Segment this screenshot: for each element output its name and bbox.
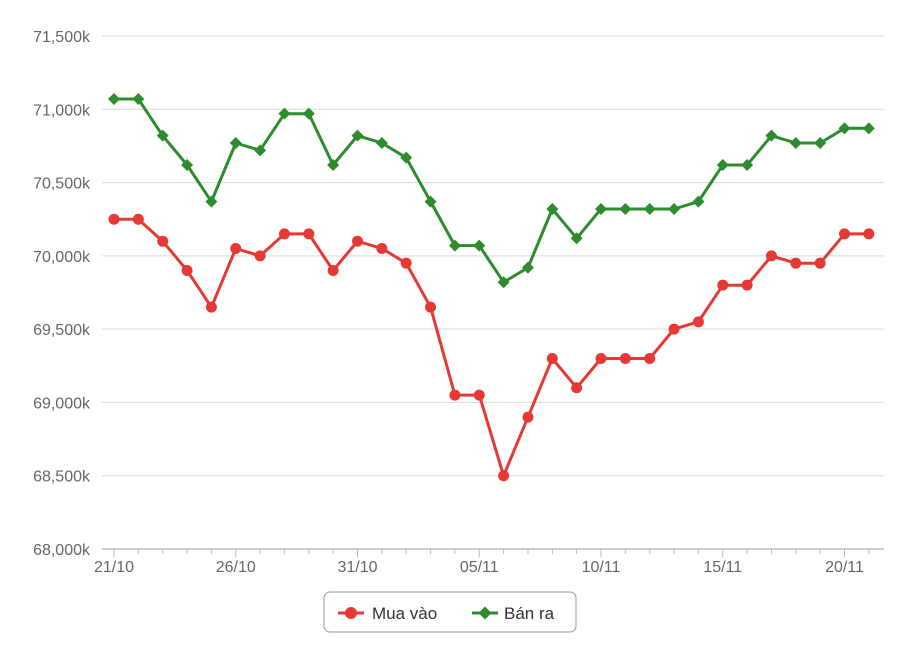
data-point	[376, 243, 388, 255]
legend-label: Mua vào	[372, 604, 437, 623]
data-point	[619, 202, 632, 215]
x-tick-label: 20/11	[825, 559, 864, 576]
data-point	[181, 265, 193, 277]
data-point	[108, 93, 120, 106]
x-tick-label: 15/11	[703, 559, 742, 576]
data-point	[741, 158, 754, 171]
data-point	[205, 195, 218, 208]
data-point	[375, 136, 388, 149]
legend: Mua vào Bán ra	[323, 591, 577, 633]
x-tick-label: 10/11	[582, 559, 621, 576]
y-axis-ticks: 68,000k 68,500k 69,000k 69,500k 70,000k 70,50…	[33, 29, 91, 559]
data-point	[862, 122, 875, 135]
data-point	[424, 195, 437, 208]
data-point	[790, 257, 802, 269]
data-point	[327, 158, 340, 171]
series-line-ban-ra	[114, 97, 869, 284]
y-tick-label: 70,000k	[33, 249, 91, 266]
data-point	[814, 257, 826, 269]
data-point	[814, 136, 827, 149]
data-point	[351, 129, 364, 142]
data-point	[181, 158, 194, 171]
series-layer	[108, 93, 875, 482]
data-point	[473, 389, 485, 401]
data-point	[839, 228, 850, 240]
data-point	[254, 250, 266, 262]
legend-label: Bán ra	[504, 604, 555, 623]
data-point	[595, 352, 607, 364]
data-point	[352, 235, 363, 247]
data-point	[303, 228, 315, 240]
legend-marker-circle	[345, 607, 357, 619]
data-point	[522, 411, 534, 423]
data-point	[327, 265, 339, 277]
data-point	[108, 213, 120, 225]
data-point	[521, 261, 534, 274]
data-point	[473, 239, 486, 252]
data-point	[278, 107, 291, 120]
data-point	[765, 129, 778, 142]
y-tick-label: 69,000k	[33, 395, 91, 412]
data-point	[546, 352, 558, 364]
x-tick-label: 05/11	[460, 559, 499, 576]
data-point	[254, 144, 267, 157]
data-point	[789, 136, 802, 149]
y-tick-label: 68,500k	[33, 469, 91, 486]
data-point	[205, 301, 217, 313]
data-point	[278, 228, 290, 240]
data-point	[571, 382, 583, 394]
data-point	[230, 243, 242, 255]
x-tick-label: 21/10	[94, 559, 134, 576]
data-point	[644, 352, 656, 364]
data-point	[546, 202, 559, 215]
data-point	[229, 136, 242, 149]
legend-box	[323, 591, 577, 633]
x-tick-label: 26/10	[216, 559, 256, 576]
data-point	[692, 316, 704, 328]
data-point	[668, 323, 680, 335]
data-point	[570, 232, 583, 245]
data-point	[497, 276, 510, 289]
data-point	[643, 202, 656, 215]
data-point	[448, 239, 461, 252]
data-point	[449, 389, 461, 401]
data-point	[692, 195, 705, 208]
legend-marker-diamond	[478, 606, 492, 620]
series-ban-ra	[108, 93, 875, 289]
data-point	[716, 158, 729, 171]
data-point	[425, 301, 437, 313]
series-mua-vao	[108, 213, 875, 482]
data-point	[838, 122, 851, 135]
data-point	[156, 129, 169, 142]
data-point	[400, 151, 413, 164]
y-tick-label: 71,500k	[33, 29, 91, 46]
data-point	[741, 279, 753, 291]
data-point	[863, 228, 875, 240]
data-point	[132, 213, 144, 225]
x-axis: 21/10 26/10 31/10 05/11 10/11 15/11 20/11	[94, 548, 884, 576]
y-tick-label: 71,000k	[33, 102, 91, 119]
y-tick-label: 69,500k	[33, 322, 91, 339]
data-point	[717, 279, 729, 291]
y-tick-label: 68,000k	[33, 542, 91, 559]
data-point	[302, 107, 315, 120]
data-point	[132, 93, 145, 106]
data-point	[157, 235, 169, 247]
data-point	[619, 352, 631, 364]
y-tick-label: 70,500k	[33, 176, 91, 193]
data-point	[400, 257, 412, 269]
data-point	[595, 202, 607, 215]
data-point	[498, 470, 510, 482]
data-point	[765, 250, 777, 262]
data-point	[668, 202, 681, 215]
x-tick-label: 31/10	[337, 559, 377, 576]
series-line-mua-vao	[114, 217, 869, 478]
